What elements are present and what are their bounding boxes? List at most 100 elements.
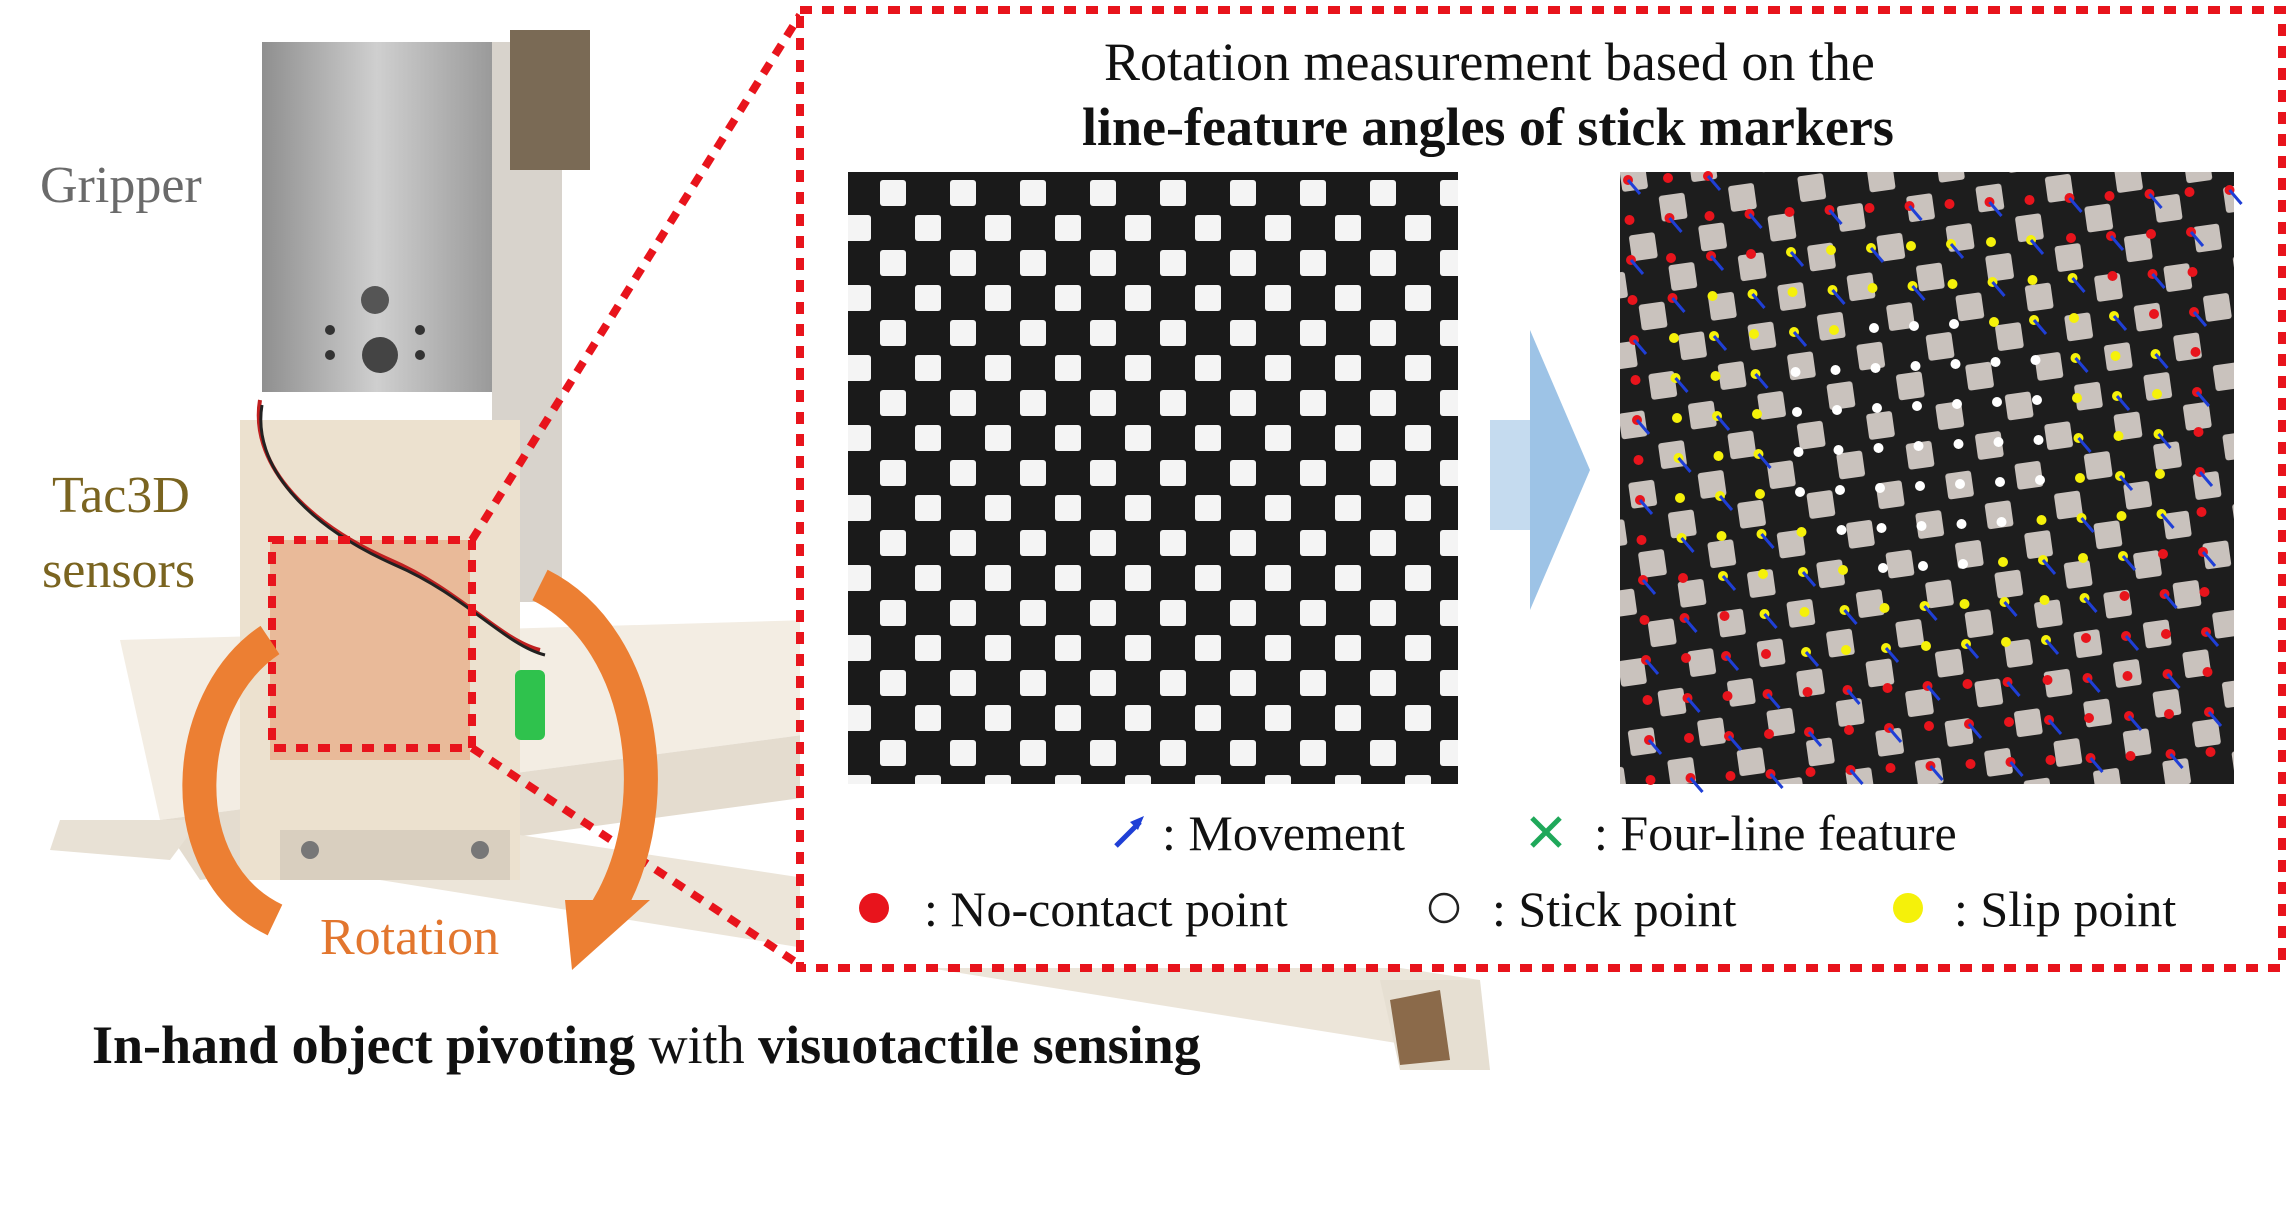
marker-point [1944, 199, 1955, 209]
movement-vector [1911, 285, 1926, 301]
movement-vector [2009, 761, 2024, 777]
movement-vector [2029, 239, 2045, 255]
movement-vector [2115, 395, 2131, 411]
marker-point [1990, 357, 2001, 367]
marker-point [1636, 535, 1647, 545]
marker-point [2075, 473, 2085, 483]
marker-point [2069, 313, 2079, 323]
legend-four-line: : Four-line feature [1594, 805, 1957, 861]
movement-vector [1991, 281, 2006, 297]
marker-point [1684, 733, 1694, 743]
marker-point [1844, 725, 1854, 735]
marker-point [1633, 455, 1644, 465]
movement-vector [2083, 597, 2098, 613]
marker-point [1885, 763, 1896, 773]
marker-point [1872, 403, 1882, 413]
marker-point [2113, 431, 2124, 441]
marker-point [1989, 317, 1999, 327]
marker-point [1836, 525, 1847, 535]
marker-point [1879, 603, 1890, 613]
movement-vector [2189, 231, 2205, 247]
movement-vector [1632, 339, 1648, 355]
movement-vector [1769, 773, 1784, 789]
marker-point [1958, 559, 1968, 569]
movement-vector [1706, 175, 1722, 191]
figure-caption: In-hand object pivoting with visuotactil… [92, 1018, 1201, 1072]
movement-vector [2127, 715, 2143, 731]
movement-vector [1641, 579, 1657, 595]
movement-vector [2118, 475, 2134, 491]
marker-point [1833, 445, 1844, 455]
legend-slip: : Slip point [1954, 881, 2177, 937]
marker-point [1678, 573, 1688, 583]
marker-point [1993, 437, 2004, 447]
marker-point [2072, 393, 2082, 403]
marker-point [1956, 519, 1967, 529]
marker-point [1829, 325, 1839, 335]
movement-vector [2198, 471, 2214, 487]
movement-vector [1721, 575, 1737, 591]
marker-point [1787, 287, 1798, 297]
red-dot-icon [859, 893, 889, 923]
marker-point [2110, 351, 2121, 361]
movement-vector [1751, 293, 1766, 309]
marker-point [1965, 759, 1976, 769]
marker-point [2042, 675, 2053, 685]
movement-vector [1807, 731, 1823, 747]
movement-vector [1884, 647, 1900, 663]
tac3d-label-line1: Tac3D [52, 467, 190, 524]
movement-vector [2207, 711, 2223, 727]
marker-point [1921, 641, 1931, 651]
marker-point [2122, 671, 2133, 681]
marker-point [1955, 479, 1965, 489]
marker-point [2161, 629, 2171, 639]
marker-point [1802, 687, 1813, 697]
marker-point [1805, 767, 1816, 777]
movement-vector [1626, 179, 1642, 195]
movement-vector [2157, 433, 2172, 449]
marker-point [1725, 771, 1736, 781]
marker-point [1913, 441, 1924, 451]
marker-point [1755, 489, 1765, 499]
movement-vector [1680, 537, 1695, 553]
movement-vector [1727, 735, 1743, 751]
marker-point [1995, 477, 2005, 487]
tactile-image-annotated [1620, 171, 2243, 793]
marker-point [1826, 245, 1836, 255]
marker-point [2193, 427, 2204, 437]
marker-point [1681, 653, 1691, 663]
movement-vector [1869, 247, 1885, 263]
movement-vector [1988, 201, 2003, 217]
marker-point [1906, 241, 1916, 251]
marker-point [1752, 409, 1762, 419]
movement-vector [1801, 571, 1817, 587]
marker-point [2158, 549, 2168, 559]
marker-point [2199, 587, 2210, 597]
caption-part2: with [635, 1015, 759, 1075]
legend-no-contact: : No-contact point [924, 881, 1288, 937]
movement-vector [2154, 353, 2169, 369]
movement-vector [1923, 605, 1938, 621]
marker-point [1713, 451, 1724, 461]
movement-vector [2032, 319, 2048, 335]
movement-vector [1949, 243, 1965, 259]
movement-vector [2071, 277, 2086, 293]
marker-point [1949, 319, 1959, 329]
movement-vector [1757, 453, 1772, 469]
movement-vector [2169, 753, 2184, 769]
blue-arrow-icon [1114, 816, 1144, 848]
marker-point [1869, 323, 1879, 333]
marker-point [1719, 611, 1730, 621]
marker-point [2152, 389, 2162, 399]
movement-vector [2112, 315, 2128, 331]
marker-point [1878, 563, 1888, 573]
movement-vector [1715, 415, 1731, 431]
movement-vector [1718, 495, 1734, 511]
marker-point [2107, 271, 2118, 281]
caption-part3: visuotactile sensing [758, 1015, 1201, 1075]
movement-vector [2047, 719, 2063, 735]
movement-vector [2228, 189, 2243, 205]
marker-point [1796, 527, 1807, 537]
movement-vector [1686, 697, 1701, 713]
movement-vector [2148, 193, 2163, 209]
